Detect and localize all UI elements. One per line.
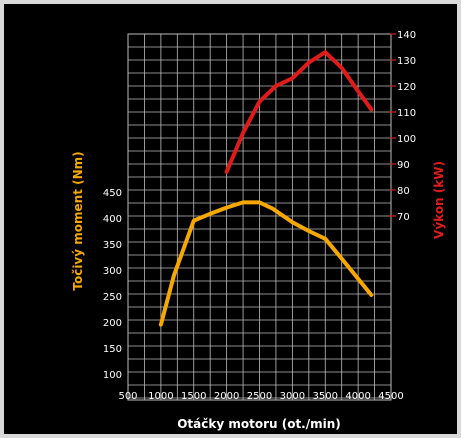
y-left-tick-label: 100	[103, 370, 122, 381]
y-left-tick-label: 450	[103, 188, 122, 199]
power-curve	[224, 50, 374, 174]
y-axis-left-ticks: 100 150 200 250 300 350 400 450	[103, 188, 122, 381]
y-right-tick-label: 90	[397, 160, 410, 171]
y-right-tick-label: 110	[397, 108, 416, 119]
x-tick-label: 4500	[378, 391, 403, 402]
x-tick-label: 3000	[280, 391, 305, 402]
y-axis-left-label: Točivý moment (Nm)	[71, 151, 85, 290]
chart-panel	[4, 4, 457, 434]
x-tick-label: 1500	[181, 391, 206, 402]
y-left-tick-label: 250	[103, 292, 122, 303]
x-tick-label: 1000	[148, 391, 173, 402]
y-left-tick-label: 200	[103, 318, 122, 329]
y-right-tick-label: 70	[397, 212, 410, 223]
y-right-tick-label: 120	[397, 82, 416, 93]
x-tick-label: 4000	[345, 391, 370, 402]
y-right-tick-label: 130	[397, 56, 416, 67]
x-tick-label: 2000	[214, 391, 239, 402]
torque-curve	[158, 200, 374, 327]
y-left-tick-label: 150	[103, 344, 122, 355]
y-right-tick-label: 140	[397, 30, 416, 41]
x-tick-label: 2500	[247, 391, 272, 402]
chart-grid	[127, 33, 392, 401]
y-right-tick-label: 100	[397, 134, 416, 145]
x-axis-ticks: 500 1000 1500 2000 2500 3000 3500 4000 4500	[118, 391, 403, 402]
y-axis-right-ticks: 70 80 90 100 110 120 130 140	[390, 30, 416, 223]
x-tick-label: 500	[118, 391, 137, 402]
chart-series	[158, 50, 374, 327]
y-left-tick-label: 300	[103, 266, 122, 277]
y-right-tick-label: 80	[397, 186, 410, 197]
y-left-tick-label: 400	[103, 214, 122, 225]
y-axis-right-label: Výkon (kW)	[432, 161, 446, 239]
y-left-tick-label: 350	[103, 240, 122, 251]
x-axis-label: Otáčky motoru (ot./min)	[177, 417, 341, 431]
x-tick-label: 3500	[313, 391, 338, 402]
